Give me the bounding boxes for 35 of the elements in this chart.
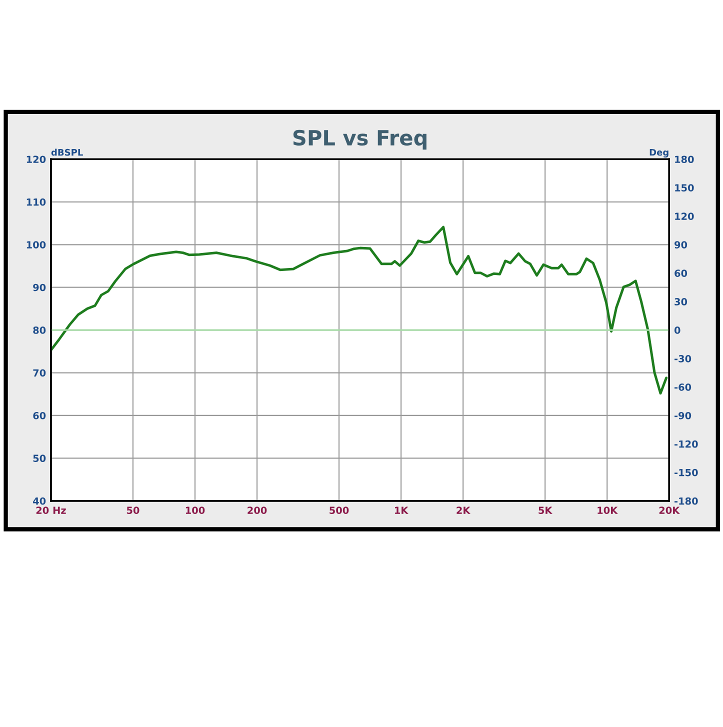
y-tick-label: 60 xyxy=(33,412,46,420)
x-tick-label: 50 xyxy=(126,506,140,514)
y2-tick-label: 60 xyxy=(674,270,688,277)
y2-tick-label: -60 xyxy=(674,383,692,391)
y-tick-label: 100 xyxy=(26,241,46,248)
y-tick-label: 40 xyxy=(33,497,46,505)
y-tick-label: 110 xyxy=(26,198,46,206)
y2-tick-label: -30 xyxy=(674,355,692,362)
y-tick-label: 90 xyxy=(33,284,46,292)
y2-tick-label: 90 xyxy=(674,241,688,248)
y-tick-label: 70 xyxy=(33,369,46,377)
x-tick-label: 2K xyxy=(456,506,471,514)
y-axis-title: dBSPL xyxy=(51,148,83,156)
x-tick-label: 1K xyxy=(395,506,408,514)
y-tick-label: 120 xyxy=(26,156,46,164)
y2-axis-title: Deg xyxy=(650,148,668,158)
y2-tick-label: 180 xyxy=(675,156,694,164)
y2-tick-label: -150 xyxy=(674,468,698,476)
x-tick-label: 20K xyxy=(659,506,680,514)
chart-title: SPL vs Freq xyxy=(293,130,426,150)
y-tick-label: 50 xyxy=(33,454,46,462)
x-tick-label: 10K xyxy=(598,506,618,514)
y2-tick-label: 30 xyxy=(674,298,688,306)
y2-tick-label: -180 xyxy=(674,497,698,505)
y2-tick-label: 120 xyxy=(675,212,694,220)
y2-tick-label: -120 xyxy=(674,440,698,448)
y2-tick-label: 0 xyxy=(674,326,680,334)
y2-tick-label: 150 xyxy=(675,184,694,192)
x-tick-label: 500 xyxy=(330,506,349,514)
x-tick-label: 100 xyxy=(186,506,205,514)
y-tick-label: 80 xyxy=(33,326,46,334)
y2-tick-label: -90 xyxy=(674,412,692,420)
x-tick-label: 5K xyxy=(538,506,553,514)
x-tick-label: 200 xyxy=(248,506,267,514)
x-tick-label: 20 Hz xyxy=(36,506,66,514)
